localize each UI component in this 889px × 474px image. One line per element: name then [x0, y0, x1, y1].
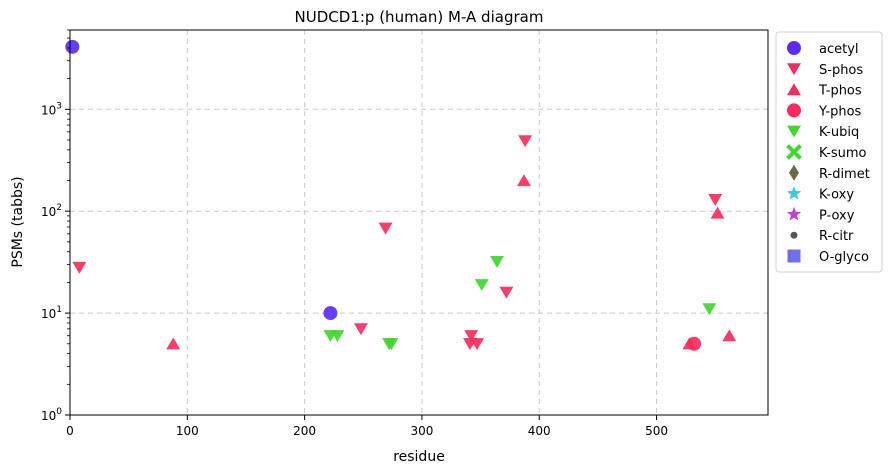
- data-point-s-phos: [353, 323, 368, 336]
- legend-marker-r-dimet: [789, 164, 799, 181]
- data-point-k-ubiq: [384, 338, 399, 351]
- y-tick-base: 10: [41, 409, 56, 423]
- x-tick-label: 400: [528, 424, 551, 438]
- legend-marker-t-phos: [787, 83, 801, 96]
- x-tick-label: 300: [410, 424, 433, 438]
- legend: acetyl S-phos T-phos Y-phos K-ubiq K-sumo R-di…: [775, 31, 883, 273]
- data-point-t-phos: [516, 174, 531, 187]
- y-tick-label: 102: [41, 203, 62, 219]
- legend-label: O-glyco: [819, 250, 869, 265]
- data-point-s-phos: [72, 261, 87, 274]
- x-tick-label: 200: [293, 424, 316, 438]
- y-tick-base: 10: [41, 307, 56, 321]
- data-point-k-ubiq: [490, 256, 505, 268]
- legend-label: R-dimet: [819, 167, 870, 182]
- legend-label: acetyl: [819, 42, 859, 57]
- y-tick-base: 10: [41, 103, 56, 117]
- x-tick-label: 100: [176, 424, 199, 438]
- data-point-t-phos: [166, 337, 181, 350]
- data-point-k-ubiq: [702, 303, 717, 316]
- y-tick-label: 103: [41, 101, 62, 117]
- legend-entries: acetyl S-phos T-phos Y-phos K-ubiq K-sumo R-di…: [786, 41, 870, 265]
- data-point-t-phos: [710, 206, 725, 219]
- legend-marker-k-ubiq: [787, 125, 801, 138]
- legend-marker-k-oxy: [786, 186, 802, 200]
- plot-frame: [69, 29, 769, 416]
- data-points: [65, 39, 737, 351]
- data-point-s-phos: [464, 330, 479, 343]
- chart-title: NUDCD1:p (human) M-A diagram: [295, 8, 544, 26]
- legend-label: K-sumo: [819, 146, 867, 161]
- data-point-y-phos: [687, 336, 702, 351]
- x-tick-label: 500: [645, 424, 668, 438]
- legend-box: [775, 31, 883, 273]
- legend-label: K-oxy: [819, 188, 854, 203]
- legend-label: Y-phos: [818, 104, 862, 119]
- y-tick-exponent: 3: [56, 101, 62, 111]
- data-point-s-phos: [470, 338, 485, 351]
- data-point-k-ubiq: [474, 279, 489, 291]
- legend-marker-y-phos: [787, 103, 801, 118]
- x-axis-ticks: 0 100 200 300 400 500: [66, 415, 668, 438]
- data-point-s-phos: [708, 193, 723, 206]
- y-tick-label: 101: [41, 305, 62, 321]
- y-tick-base: 10: [41, 205, 56, 219]
- y-axis-label: PSMs (tabbs): [10, 176, 26, 267]
- data-point-s-phos: [499, 286, 514, 299]
- data-point-s-phos: [378, 222, 393, 235]
- grid: [70, 30, 768, 415]
- data-point-acetyl: [323, 306, 338, 321]
- legend-marker-k-sumo-stroke: [786, 144, 802, 160]
- y-tick-exponent: 2: [56, 203, 62, 213]
- y-tick-label: 100: [41, 407, 62, 423]
- data-point-s-phos: [518, 135, 533, 148]
- legend-marker-k-sumo: [786, 144, 802, 160]
- legend-label: T-phos: [818, 84, 862, 99]
- legend-marker-r-citr: [790, 231, 798, 239]
- legend-marker-s-phos: [787, 63, 801, 76]
- legend-label: K-ubiq: [819, 125, 859, 140]
- legend-label: S-phos: [819, 63, 863, 78]
- legend-marker-p-oxy: [786, 206, 802, 221]
- x-axis-label: residue: [393, 449, 445, 465]
- legend-label: P-oxy: [819, 208, 855, 223]
- data-point-acetyl: [65, 39, 80, 54]
- legend-marker-acetyl: [787, 41, 801, 55]
- legend-label: R-citr: [819, 229, 854, 244]
- legend-marker-o-glyco: [787, 249, 801, 263]
- data-point-k-ubiq: [330, 330, 345, 343]
- y-tick-exponent: 1: [56, 305, 62, 315]
- x-tick-label: 0: [66, 424, 74, 438]
- y-tick-exponent: 0: [56, 407, 62, 417]
- data-point-t-phos: [722, 329, 737, 342]
